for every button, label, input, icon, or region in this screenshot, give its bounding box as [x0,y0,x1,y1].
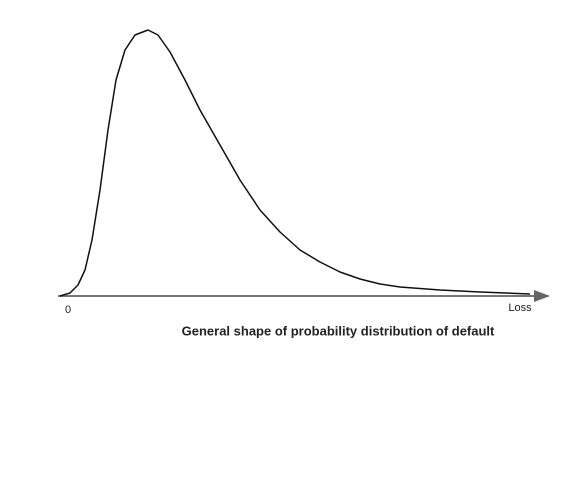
curve [59,29,531,297]
x-tick-label: 0 [65,304,71,316]
caption: General shape of probability distributio… [182,323,495,338]
x-axis-label: Loss [508,302,532,314]
